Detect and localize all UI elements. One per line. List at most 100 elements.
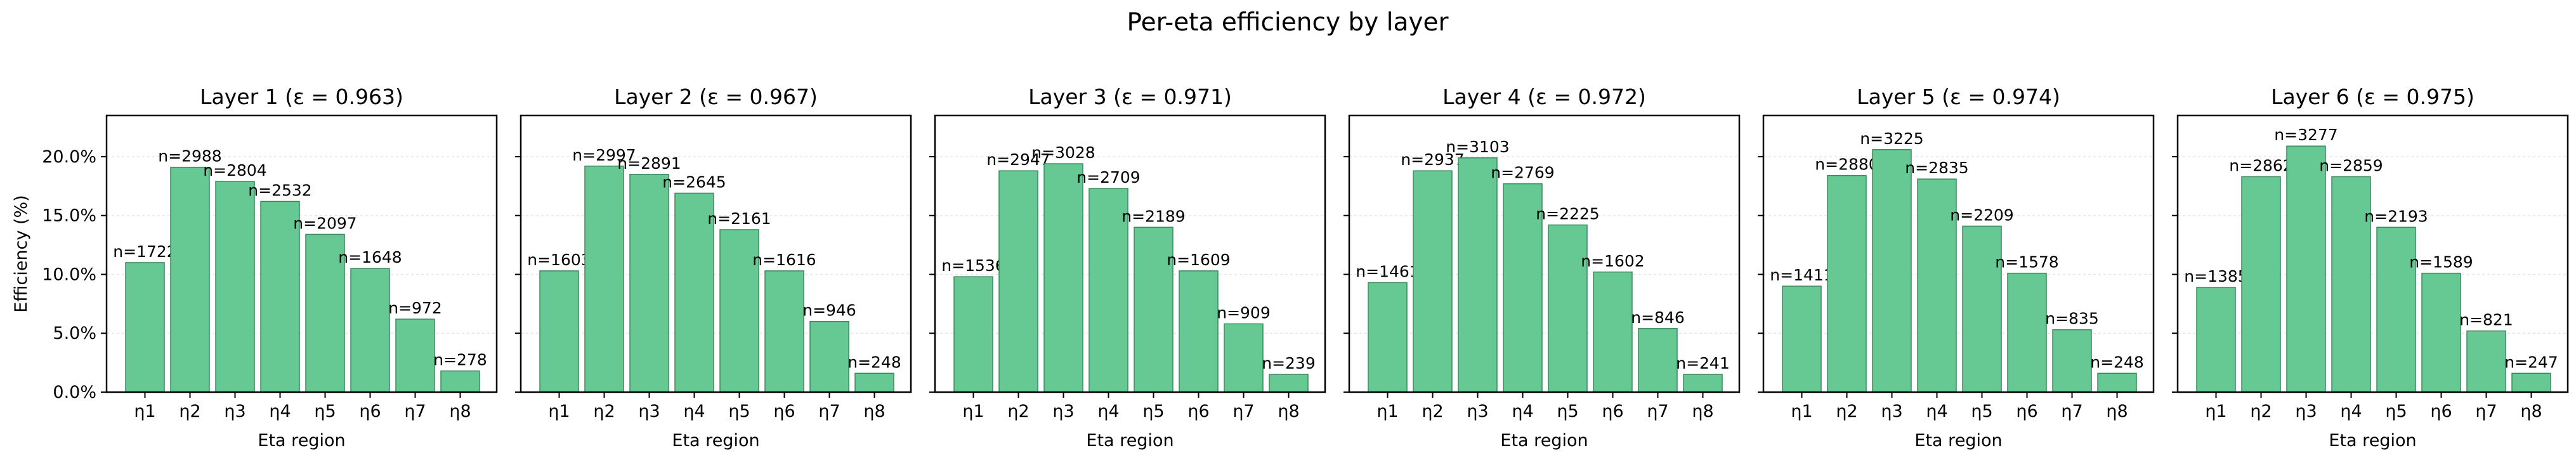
x-tick-label: η8 [2106,402,2128,421]
y-tick-label: 20.0% [42,147,96,167]
x-tick-label: η4 [683,402,705,421]
x-tick-label: η5 [1142,402,1164,421]
x-tick-label: η7 [404,402,426,421]
y-tick-label: 10.0% [42,265,96,284]
x-tick-label: η6 [2016,402,2037,421]
x-tick-label: η1 [548,402,570,421]
bar-η6 [764,270,804,393]
bar-count-label: n=241 [1676,354,1730,372]
bar-count-label: n=278 [433,351,487,369]
bar-η6 [1179,270,1219,393]
bar-η8 [854,372,894,393]
bar-η8 [1269,374,1309,393]
x-tick-label: η3 [1052,402,1074,421]
x-tick-label: η2 [2250,402,2272,421]
bar-η5 [1962,225,2002,393]
bar-count-label: n=2709 [1076,168,1140,187]
bar-η7 [2466,330,2506,393]
bar-η8 [2511,372,2551,393]
bar-η1 [1368,282,1408,393]
bar-η2 [1413,170,1453,393]
bar-count-label: n=3225 [1860,129,1923,148]
panel-title: Layer 6 (ε = 0.975) [2271,84,2475,109]
bar-count-label: n=2532 [248,181,311,199]
panel-layer-1: n=1722 η1 n=2988 η2 n=2804 η3 n=2532 η4 n=2097 η5… [11,84,498,450]
x-tick-label: η8 [2520,402,2542,421]
x-tick-label: η4 [269,402,291,421]
x-tick-label: η7 [2475,402,2497,421]
x-tick-label: η3 [1881,402,1902,421]
axes-frame [1348,114,1741,393]
x-tick-label: η3 [224,402,245,421]
y-tick-label: 5.0% [53,324,96,343]
axes-frame [2176,114,2569,393]
x-tick-label: η2 [593,402,615,421]
bar-count-label: n=2859 [2319,156,2383,174]
bar-η3 [1458,157,1498,393]
bar-η4 [260,200,300,393]
axes-frame [105,114,498,393]
panel-title: Layer 4 (ε = 0.972) [1442,84,1646,109]
axes-frame [520,114,912,393]
bar-count-label: n=2193 [2364,207,2428,225]
bar-count-label: n=2225 [1536,205,1599,223]
bar-η3 [629,174,669,393]
bar-count-label: n=3277 [2274,126,2337,144]
bar-η5 [2376,227,2416,393]
bar-η8 [2097,372,2137,393]
x-tick-label: η2 [1422,402,1443,421]
bar-η1 [539,270,579,393]
bar-η3 [1043,163,1083,393]
panel-title: Layer 5 (ε = 0.974) [1857,84,2060,109]
bar-count-label: n=2835 [1905,159,1968,177]
bar-η7 [1638,328,1678,393]
bar-count-label: n=2161 [707,209,771,228]
x-axis-label: Eta region [1914,431,2002,450]
bar-count-label: n=846 [1631,308,1685,327]
x-tick-label: η5 [1971,402,1992,421]
bar-count-label: n=2988 [158,147,221,166]
x-tick-label: η7 [1647,402,1668,421]
x-tick-label: η1 [2205,402,2226,421]
bar-η4 [674,192,714,393]
bar-η4 [1503,183,1543,393]
x-tick-label: η5 [314,402,336,421]
bar-η2 [2241,176,2281,393]
y-tick-label: 15.0% [42,206,96,226]
bar-count-label: n=1616 [752,251,816,269]
bar-count-label: n=1648 [338,248,402,266]
bar-count-label: n=2209 [1950,206,2013,224]
y-tick-label: 0.0% [53,383,96,402]
y-axis-label: Efficiency (%) [11,195,31,312]
bar-η6 [2007,272,2047,393]
bar-count-label: n=1602 [1581,252,1644,270]
x-tick-label: η4 [1512,402,1533,421]
panel-layer-3: n=1536 η1 n=2947 η2 n=3028 η3 n=2709 η4 n=2189 η5… [929,84,1326,450]
bar-count-label: n=1536 [941,256,1005,275]
x-tick-label: η5 [1557,402,1578,421]
x-tick-label: η5 [728,402,750,421]
panel-title: Layer 2 (ε = 0.967) [614,84,818,109]
panel-layer-6: n=1385 η1 n=2862 η2 n=3277 η3 n=2859 η4 n=2193 η5… [2172,84,2569,450]
bar-η2 [170,166,210,393]
x-tick-label: η6 [773,402,795,421]
x-tick-label: η1 [962,402,984,421]
x-tick-label: η1 [1791,402,1812,421]
bar-η8 [440,370,480,393]
bar-count-label: n=3028 [1031,143,1095,162]
bar-count-label: n=2097 [293,214,356,232]
bar-count-label: n=1385 [2184,267,2247,286]
bar-η1 [125,262,165,393]
x-tick-label: η6 [2430,402,2452,421]
bar-η2 [1827,174,1867,393]
bar-count-label: n=3103 [1446,138,1509,156]
x-tick-label: η4 [1097,402,1119,421]
x-tick-label: η4 [1926,402,1947,421]
bar-count-label: n=2645 [662,173,726,191]
bar-count-label: n=946 [802,301,856,320]
panel-layer-2: n=1603 η1 n=2997 η2 n=2891 η3 n=2645 η4 n=2161 η5… [515,84,912,450]
bar-η3 [215,181,255,393]
x-tick-label: η5 [2385,402,2407,421]
panel-title: Layer 1 (ε = 0.963) [200,84,403,109]
